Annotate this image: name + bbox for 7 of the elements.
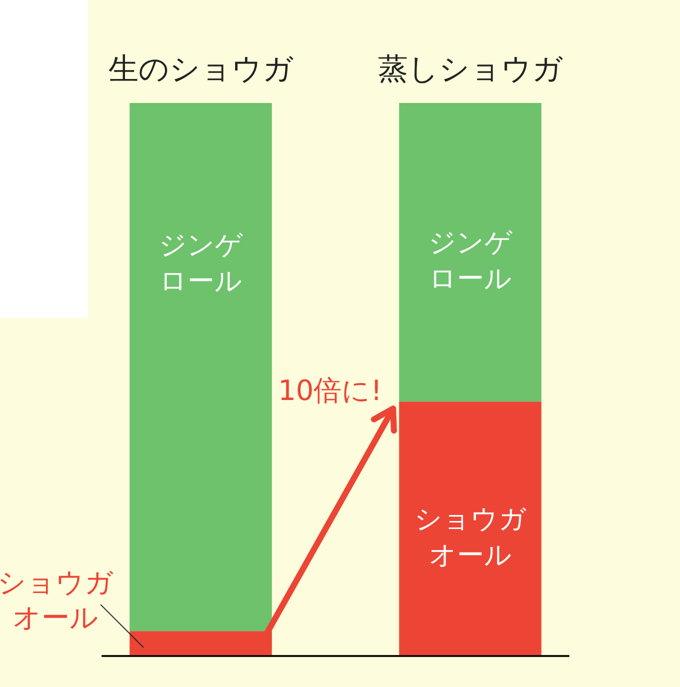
- text: ショウガオール: [0, 566, 114, 634]
- x-tick-label: 生のショウガ: [108, 52, 294, 87]
- series-label: ジンゲロール: [158, 230, 243, 298]
- text: ジンゲロール: [428, 227, 512, 294]
- series-label: ショウガオール: [414, 504, 526, 571]
- annotation: 10倍に!: [278, 374, 382, 407]
- x-tick-label: 蒸しショウガ: [378, 52, 563, 87]
